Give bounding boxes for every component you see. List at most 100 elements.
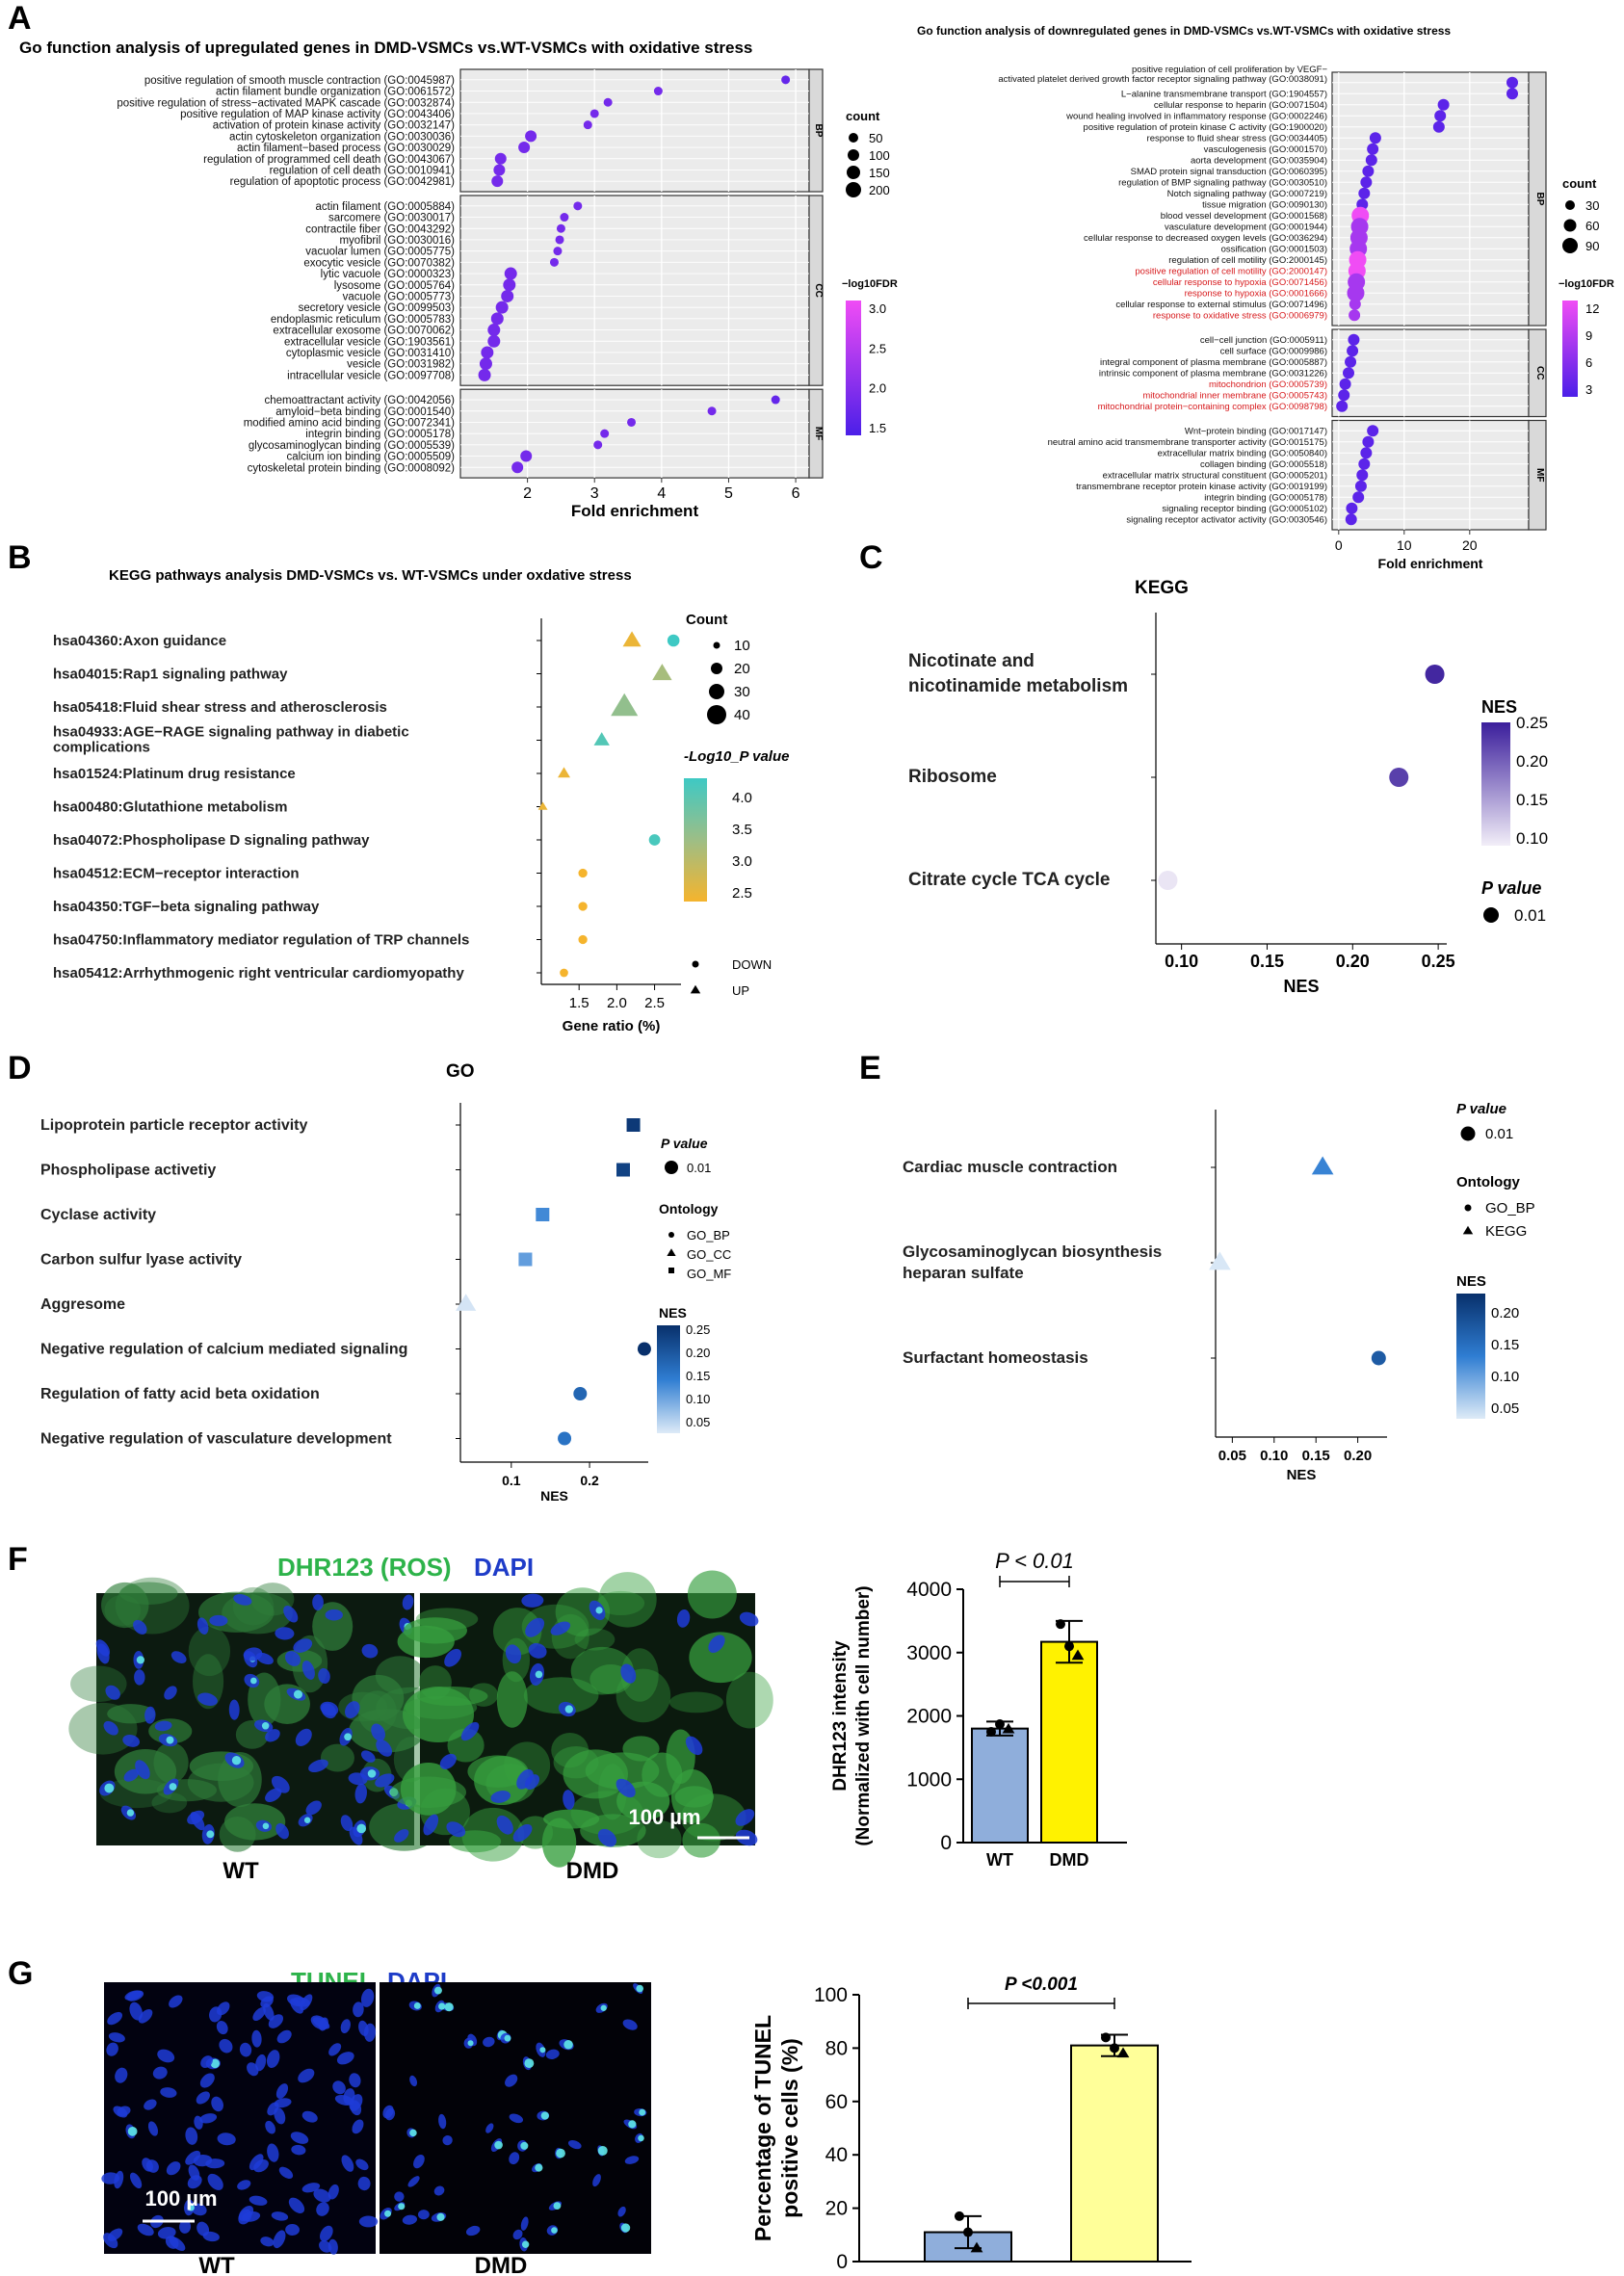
cell-nucleus	[409, 2075, 418, 2087]
cell-cytoplasm	[563, 1749, 628, 1799]
cell-nucleus	[197, 1692, 218, 1707]
data-point	[781, 75, 791, 85]
cell-nucleus	[352, 2119, 364, 2134]
y-tick-label: Cyclase activity	[40, 1207, 156, 1223]
cell-cytoplasm	[468, 1683, 499, 1707]
cell-nucleus	[239, 2042, 252, 2057]
cell-nucleus	[394, 1829, 409, 1843]
image-label-dmd: DMD	[475, 2253, 528, 2276]
cell-nucleus	[490, 1791, 511, 1803]
shape-legend-symbol	[1462, 1225, 1474, 1235]
y-tick-label: 1000	[906, 1768, 952, 1791]
data-point-triangle	[1311, 1156, 1334, 1175]
positive-signal	[520, 2141, 529, 2150]
term-label: Notch signaling pathway (GO:0007219)	[1167, 189, 1327, 199]
positive-signal	[187, 2204, 195, 2211]
shape-legend-symbol	[692, 960, 699, 968]
term-label: amyloid−beta binding (GO:0001540)	[275, 406, 455, 418]
y-tick-label: heparan sulfate	[903, 1264, 1024, 1282]
positive-signal	[638, 2134, 644, 2142]
cell-nucleus	[144, 2099, 157, 2110]
cell-nucleus	[196, 2221, 210, 2237]
bar	[1040, 1640, 1098, 1844]
color-legend-label: 1.5	[869, 421, 886, 435]
cell-nucleus	[361, 1643, 379, 1659]
data-point	[1437, 98, 1450, 111]
cell-nucleus	[521, 1593, 544, 1608]
term-label: regulation of programmed cell death (GO:…	[203, 154, 455, 166]
data-point	[1360, 447, 1373, 459]
term-label: vacuolar lumen (GO:0005775)	[305, 247, 455, 258]
term-label: exocytic vesicle (GO:0070382)	[303, 257, 455, 269]
shape-legend-symbol	[690, 984, 701, 994]
cell-cytoplasm	[405, 1695, 478, 1719]
data-point	[493, 164, 506, 176]
cell-nucleus	[512, 1823, 533, 1843]
cell-nucleus	[345, 1701, 360, 1718]
cell-nucleus	[460, 1721, 480, 1741]
cell-nucleus	[253, 2158, 269, 2173]
positive-signal	[413, 2001, 421, 2009]
color-legend-title: -Log10_P value	[684, 748, 789, 765]
color-legend-bar	[1562, 301, 1578, 397]
positive-signal	[436, 2212, 445, 2221]
term-label: vasculature development (GO:0001944)	[1165, 222, 1327, 233]
cell-nucleus	[524, 1774, 540, 1791]
term-label: contractile fiber (GO:0043292)	[305, 223, 455, 235]
x-tick-label: 5	[724, 485, 733, 502]
cell-nucleus	[375, 1773, 395, 1788]
term-label: mitochondrion (GO:0005739)	[1209, 379, 1327, 390]
positive-signal	[556, 2148, 565, 2158]
cell-nucleus	[318, 2017, 329, 2031]
replicate-point	[1116, 2047, 1130, 2058]
data-point	[1343, 367, 1354, 379]
y-tick-label: nicotinamide metabolism	[908, 676, 1128, 696]
cell-nucleus	[376, 1739, 393, 1757]
positive-signal	[504, 2034, 511, 2042]
cell-cytoplasm	[523, 1677, 599, 1714]
positive-signal	[433, 1986, 442, 1995]
term-label: modified amino acid binding (GO:0072341)	[244, 417, 455, 429]
data-point	[1358, 187, 1371, 199]
positive-signal	[409, 2129, 417, 2137]
positive-signal	[356, 1823, 367, 1834]
panel-label-g: G	[8, 1955, 34, 1992]
x-tick-label: 0.10	[1260, 1448, 1288, 1464]
cell-nucleus	[739, 1611, 759, 1627]
cell-nucleus	[301, 1660, 315, 1680]
positive-signal	[636, 1984, 644, 1993]
term-label: actin filament (GO:0005884)	[316, 201, 456, 213]
size-legend-symbol	[1460, 1126, 1476, 1141]
data-point	[511, 461, 524, 474]
cell-cytoplasm	[320, 1743, 354, 1772]
x-tick-label: 1.5	[569, 995, 589, 1011]
scale-bar-label: 100 µm	[628, 1805, 700, 1829]
cell-nucleus	[233, 1594, 252, 1606]
size-legend-label: 30	[1585, 198, 1599, 213]
cell-nucleus	[327, 2184, 339, 2200]
y-tick-label: 100	[814, 1984, 848, 2006]
positive-signal	[206, 1830, 215, 1839]
positive-signal	[494, 2140, 503, 2150]
cell-nucleus	[255, 2054, 267, 2072]
size-legend-label: 150	[869, 166, 890, 180]
color-legend-title: NES	[1481, 697, 1517, 717]
color-legend-label: 9	[1585, 328, 1592, 343]
data-point	[501, 289, 514, 302]
x-tick-label: 20	[1462, 537, 1478, 553]
cell-nucleus	[318, 1667, 330, 1685]
term-label: vesicle (GO:0031982)	[347, 359, 455, 371]
term-label: actin cytoskeleton organization (GO:0030…	[229, 131, 455, 143]
positive-signal	[535, 2163, 543, 2172]
data-point	[1362, 165, 1375, 177]
term-label: regulation of cell motility (GO:2000145)	[1168, 255, 1327, 266]
color-legend-label: 0.05	[1491, 1400, 1519, 1417]
cell-cytoplasm	[151, 1792, 188, 1814]
dhr123-micrographs: DHR123 (ROS) DAPI 100 µm WT DMD	[68, 1553, 773, 1884]
color-legend-label: 2.5	[732, 885, 752, 902]
data-point	[1369, 132, 1381, 144]
positive-signal	[620, 2223, 631, 2233]
color-legend-label: 0.25	[686, 1322, 710, 1337]
cell-cytoplasm	[543, 1809, 600, 1829]
positive-signal	[535, 1670, 543, 1679]
